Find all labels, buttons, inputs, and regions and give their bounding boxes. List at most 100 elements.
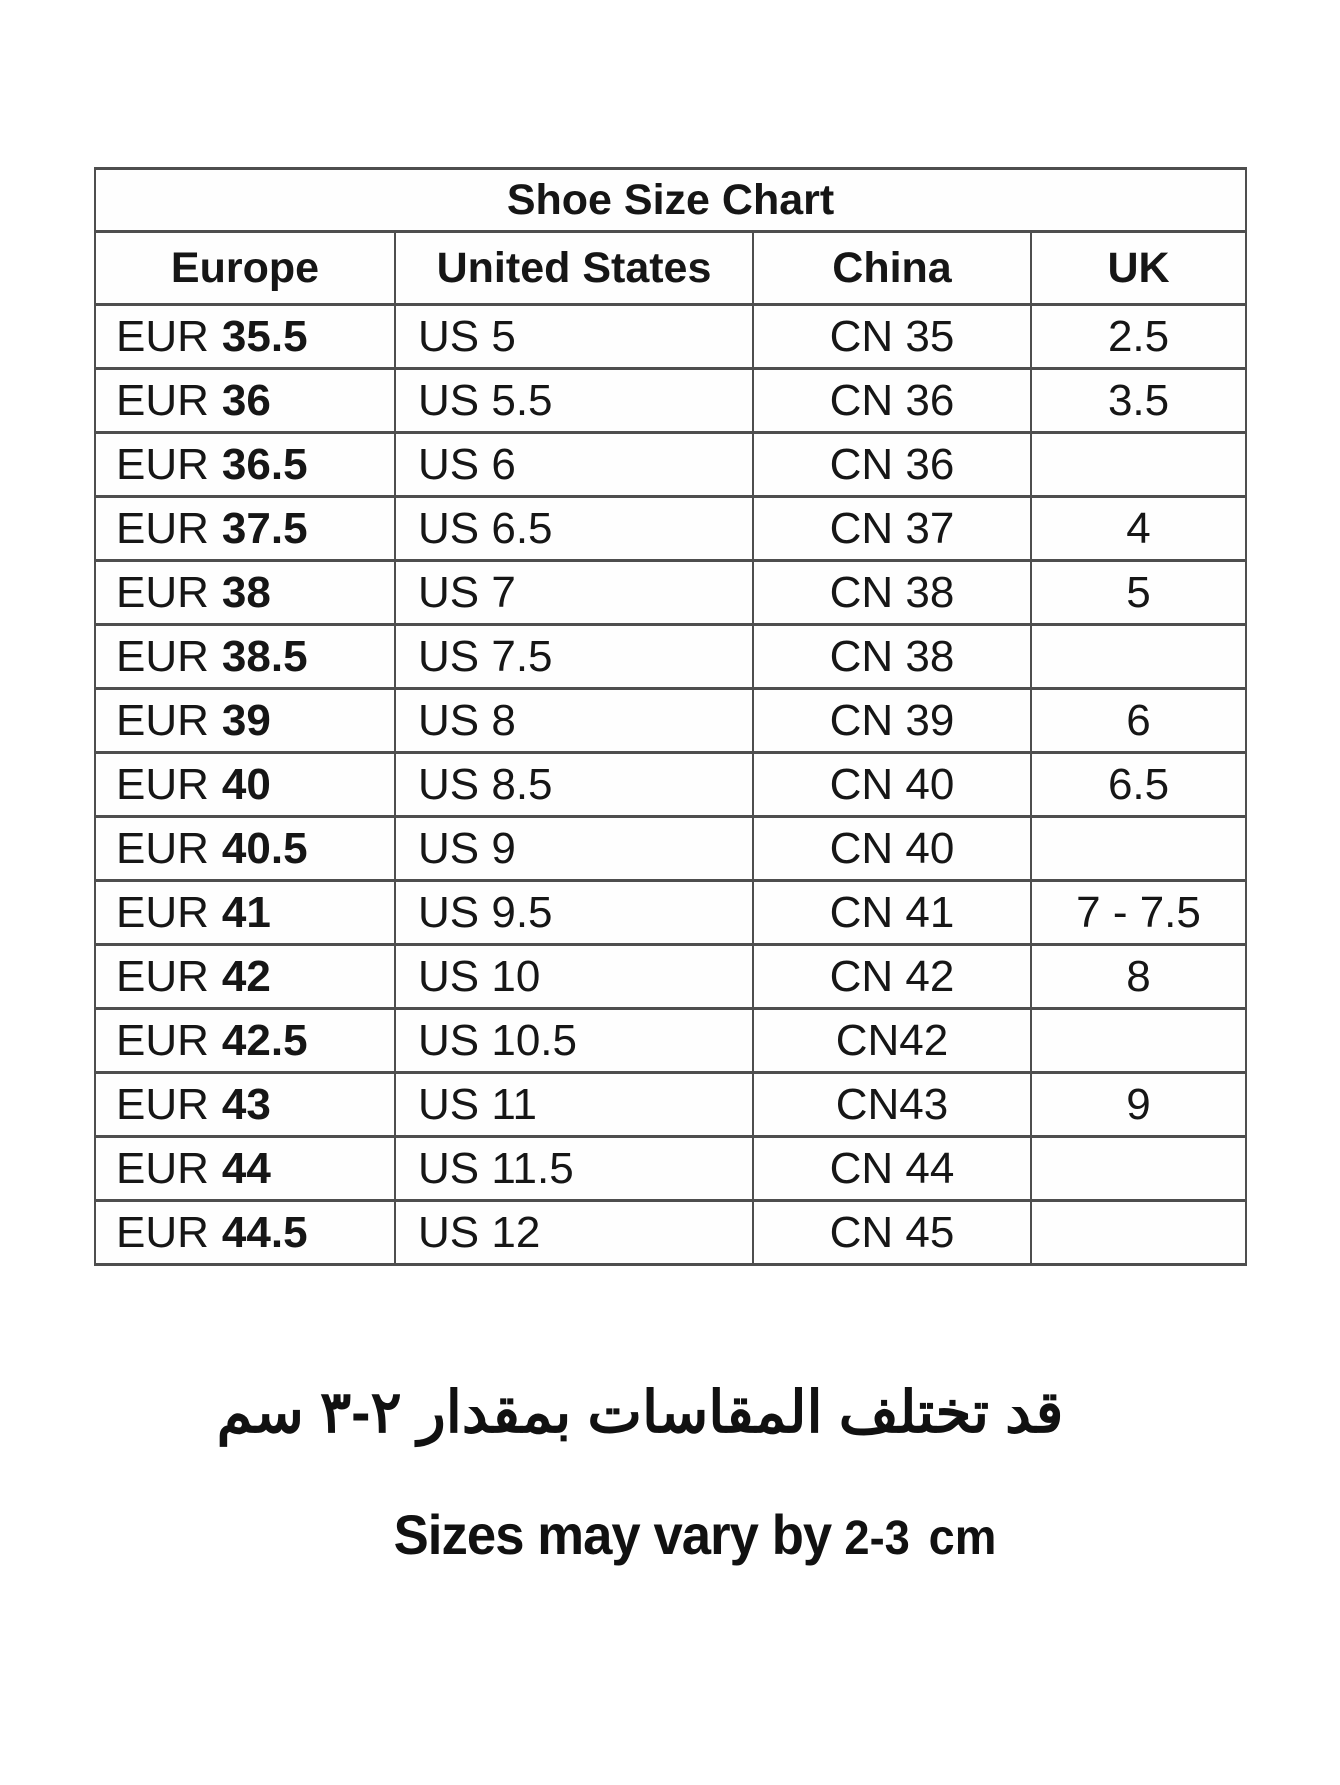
eur-label: EUR xyxy=(116,567,209,617)
cn-cell: CN 36 xyxy=(752,367,1032,434)
uk-cell xyxy=(1029,623,1248,690)
uk-cell xyxy=(1029,815,1248,882)
eur-size: 40 xyxy=(221,759,271,809)
cn-cell: CN 38 xyxy=(752,559,1032,626)
table-row: EUR 37.5 US 6.5 CN 37 4 xyxy=(94,495,1248,562)
uk-cell: 9 xyxy=(1029,1071,1248,1138)
eur-label: EUR xyxy=(116,887,209,937)
eur-cell: EUR 41 xyxy=(94,879,396,946)
us-cell: US 5 xyxy=(394,303,754,370)
header-europe: Europe xyxy=(94,230,396,306)
uk-cell xyxy=(1029,1199,1248,1266)
cn-cell: CN 42 xyxy=(752,943,1032,1010)
uk-cell xyxy=(1029,1135,1248,1202)
uk-cell: 7 - 7.5 xyxy=(1029,879,1248,946)
arabic-note: قد تختلف المقاسات بمقدار ٢-٣ سم xyxy=(216,1380,1064,1445)
table-row: EUR 42.5 US 10.5 CN42 xyxy=(94,1007,1248,1074)
us-cell: US 6 xyxy=(394,431,754,498)
title-row: Shoe Size Chart xyxy=(93,167,1248,233)
eur-label: EUR xyxy=(116,695,209,745)
eur-cell: EUR 44 xyxy=(94,1135,396,1202)
cn-cell: CN 39 xyxy=(752,687,1032,754)
eur-size: 44 xyxy=(221,1143,271,1193)
table-row: EUR 43 US 11 CN43 9 xyxy=(94,1071,1248,1138)
header-united-states: United States xyxy=(394,230,754,306)
uk-cell xyxy=(1029,431,1248,498)
table-row: EUR 41 US 9.5 CN 41 7 - 7.5 xyxy=(94,879,1248,946)
uk-cell: 3.5 xyxy=(1029,367,1248,434)
us-cell: US 10.5 xyxy=(394,1007,754,1074)
cn-cell: CN 37 xyxy=(752,495,1032,562)
shoe-size-table: Shoe Size Chart Europe United States Chi… xyxy=(93,167,1248,1266)
table-row: EUR 44.5 US 12 CN 45 xyxy=(94,1199,1248,1266)
cn-cell: CN 40 xyxy=(752,815,1032,882)
eur-cell: EUR 39 xyxy=(94,687,396,754)
eur-label: EUR xyxy=(116,1015,209,1065)
eur-size: 42.5 xyxy=(221,1015,308,1065)
eur-cell: EUR 42 xyxy=(94,943,396,1010)
table-title: Shoe Size Chart xyxy=(93,167,1248,233)
table-row: EUR 40 US 8.5 CN 40 6.5 xyxy=(94,751,1248,818)
us-cell: US 10 xyxy=(394,943,754,1010)
table-row: EUR 44 US 11.5 CN 44 xyxy=(94,1135,1248,1202)
us-cell: US 11 xyxy=(394,1071,754,1138)
cn-cell: CN 35 xyxy=(752,303,1032,370)
eur-size: 36.5 xyxy=(221,439,308,489)
eur-size: 41 xyxy=(221,887,271,937)
eur-size: 37.5 xyxy=(221,503,308,553)
eur-cell: EUR 38.5 xyxy=(94,623,396,690)
header-row: Europe United States China UK xyxy=(94,230,1248,306)
eur-label: EUR xyxy=(116,951,209,1001)
cn-cell: CN 45 xyxy=(752,1199,1032,1266)
us-cell: US 9 xyxy=(394,815,754,882)
table-row: EUR 36 US 5.5 CN 36 3.5 xyxy=(94,367,1248,434)
us-cell: US 9.5 xyxy=(394,879,754,946)
eur-label: EUR xyxy=(116,1143,209,1193)
us-cell: US 8.5 xyxy=(394,751,754,818)
us-cell: US 7 xyxy=(394,559,754,626)
header-uk: UK xyxy=(1029,230,1248,306)
eur-cell: EUR 37.5 xyxy=(94,495,396,562)
us-cell: US 8 xyxy=(394,687,754,754)
eur-size: 38 xyxy=(221,567,271,617)
table-row: EUR 38.5 US 7.5 CN 38 xyxy=(94,623,1248,690)
cn-cell: CN 40 xyxy=(752,751,1032,818)
table-row: EUR 36.5 US 6 CN 36 xyxy=(94,431,1248,498)
uk-cell: 5 xyxy=(1029,559,1248,626)
cn-cell: CN 44 xyxy=(752,1135,1032,1202)
eur-label: EUR xyxy=(116,311,209,361)
us-cell: US 5.5 xyxy=(394,367,754,434)
eur-label: EUR xyxy=(116,631,209,681)
eur-size: 35.5 xyxy=(221,311,308,361)
cn-cell: CN 36 xyxy=(752,431,1032,498)
eur-cell: EUR 42.5 xyxy=(94,1007,396,1074)
us-cell: US 12 xyxy=(394,1199,754,1266)
eur-cell: EUR 40.5 xyxy=(94,815,396,882)
uk-cell: 4 xyxy=(1029,495,1248,562)
eur-label: EUR xyxy=(116,503,209,553)
table-row: EUR 42 US 10 CN 42 8 xyxy=(94,943,1248,1010)
cn-cell: CN 41 xyxy=(752,879,1032,946)
eur-cell: EUR 36 xyxy=(94,367,396,434)
table-row: EUR 39 US 8 CN 39 6 xyxy=(94,687,1248,754)
english-note-range: 2-3 xyxy=(844,1511,910,1565)
eur-cell: EUR 43 xyxy=(94,1071,396,1138)
eur-cell: EUR 40 xyxy=(94,751,396,818)
eur-size: 36 xyxy=(221,375,271,425)
eur-cell: EUR 36.5 xyxy=(94,431,396,498)
eur-label: EUR xyxy=(116,439,209,489)
english-note-unit: cm xyxy=(928,1509,997,1565)
eur-size: 42 xyxy=(221,951,271,1001)
eur-size: 38.5 xyxy=(221,631,308,681)
eur-cell: EUR 38 xyxy=(94,559,396,626)
eur-cell: EUR 35.5 xyxy=(94,303,396,370)
eur-size: 39 xyxy=(221,695,271,745)
table-row: EUR 38 US 7 CN 38 5 xyxy=(94,559,1248,626)
eur-label: EUR xyxy=(116,1079,209,1129)
eur-cell: EUR 44.5 xyxy=(94,1199,396,1266)
uk-cell: 8 xyxy=(1029,943,1248,1010)
english-note: Sizes may vary by 2-3 cm xyxy=(93,1502,1296,1567)
english-note-text: Sizes may vary by xyxy=(393,1503,833,1566)
cn-cell: CN 38 xyxy=(752,623,1032,690)
